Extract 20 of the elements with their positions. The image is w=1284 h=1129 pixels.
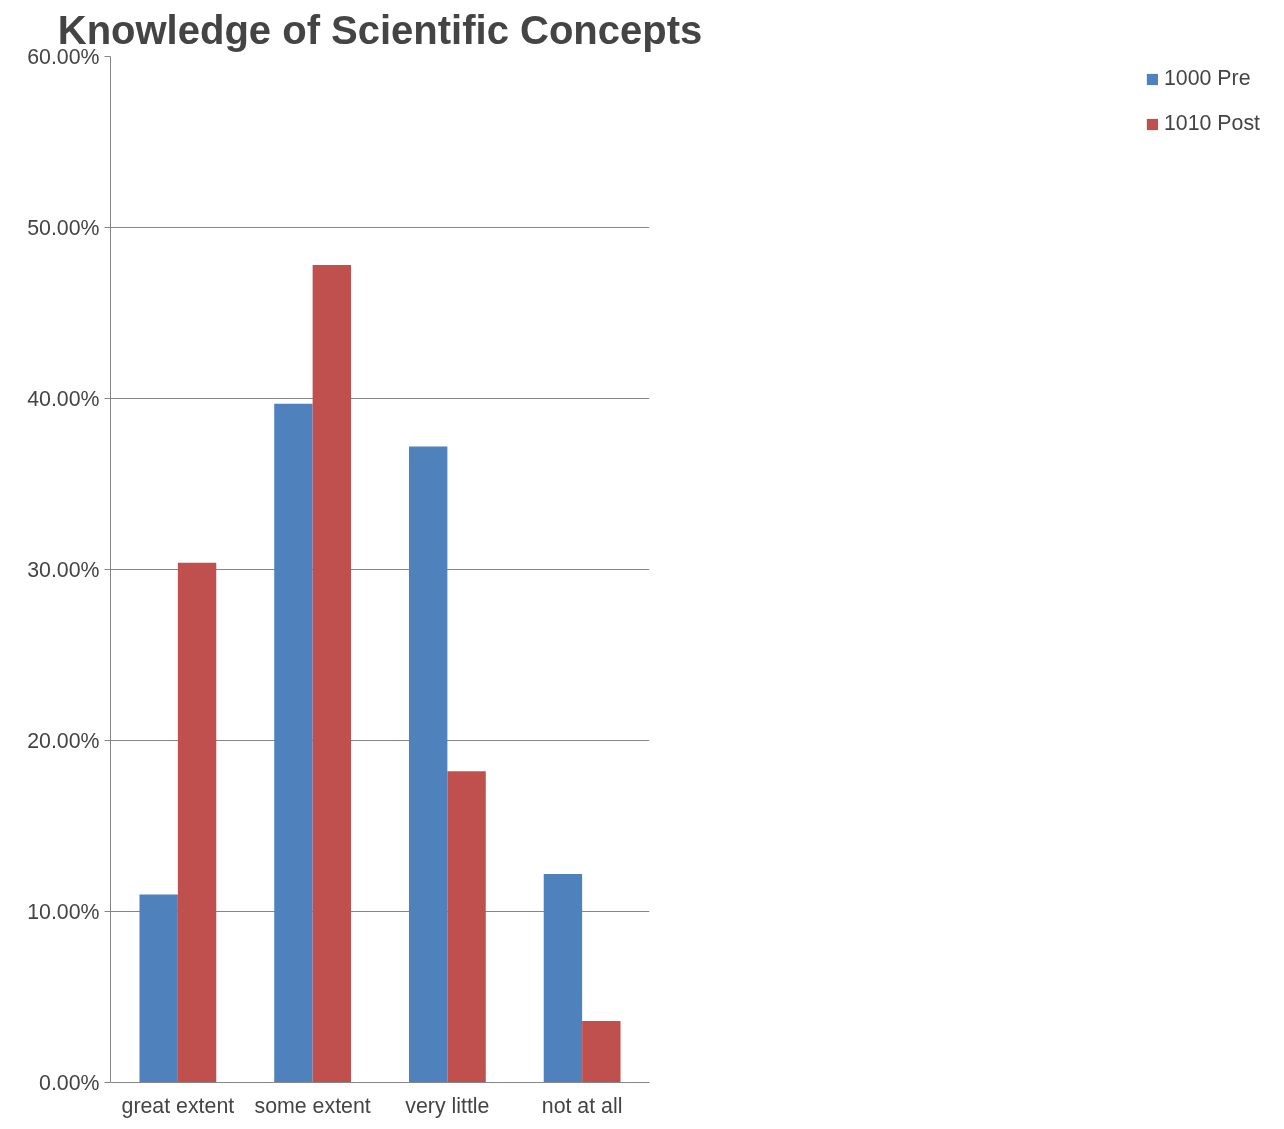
bar bbox=[274, 403, 313, 1083]
y-tick-label: 30.00% bbox=[27, 557, 100, 582]
y-tick-label: 50.00% bbox=[27, 215, 100, 240]
y-tick-label: 40.00% bbox=[27, 386, 100, 411]
legend-label: 1000 Pre bbox=[1163, 66, 1251, 91]
bar bbox=[408, 446, 448, 1083]
bar bbox=[543, 873, 583, 1083]
bar bbox=[312, 265, 352, 1083]
legend-label: 1010 Post bbox=[1163, 111, 1260, 136]
bar bbox=[582, 1020, 621, 1083]
y-tick-label: 20.00% bbox=[27, 728, 100, 753]
bar bbox=[177, 562, 217, 1083]
x-tick-label: very little bbox=[405, 1093, 490, 1118]
bar bbox=[139, 894, 178, 1083]
bar bbox=[447, 771, 486, 1083]
x-tick-label: some extent bbox=[254, 1093, 371, 1118]
x-tick-label: great extent bbox=[121, 1093, 235, 1118]
y-tick-label: 10.00% bbox=[27, 899, 100, 924]
y-tick-label: 0.00% bbox=[39, 1070, 100, 1095]
x-tick-label: not at all bbox=[541, 1093, 623, 1118]
